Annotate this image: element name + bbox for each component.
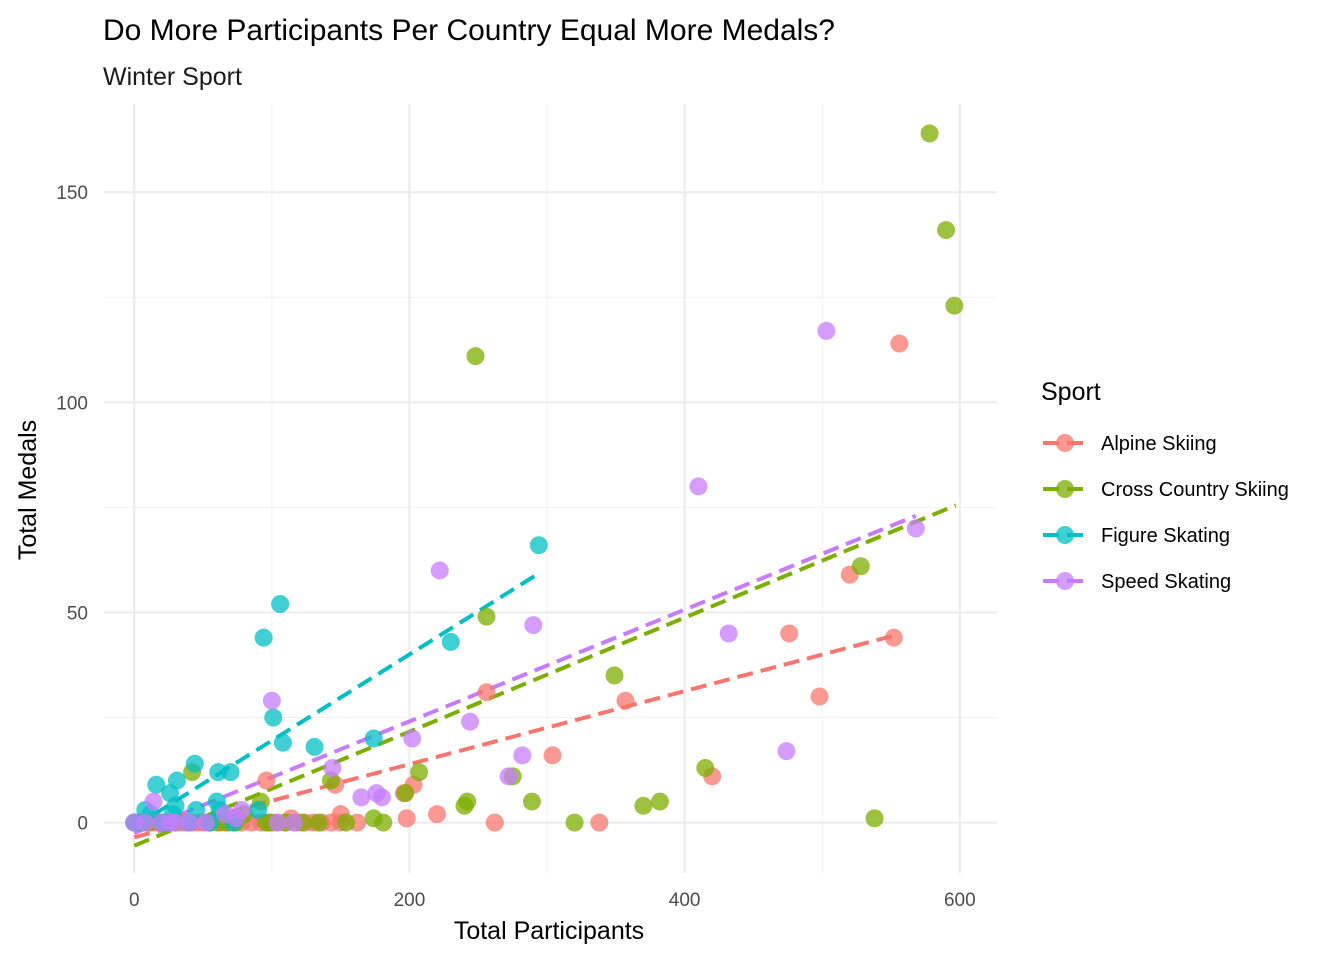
point-speed-skating (719, 624, 738, 643)
chart-subtitle: Winter Sport (103, 63, 242, 91)
point-cross-country-skiing (410, 763, 429, 782)
legend-label-speed-skating: Speed Skating (1101, 571, 1231, 593)
legend-label-figure-skating: Figure Skating (1101, 525, 1230, 547)
axis-ticks: 0 200 400 600 0 50 100 150 (56, 183, 975, 911)
point-speed-skating (180, 813, 199, 832)
point-figure-skating (221, 763, 240, 782)
point-figure-skating (273, 733, 292, 752)
point-figure-skating (364, 729, 383, 748)
chart-title: Do More Participants Per Country Equal M… (103, 14, 835, 47)
point-cross-country-skiing (920, 124, 939, 143)
point-figure-skating (209, 763, 228, 782)
point-speed-skating (196, 813, 215, 832)
point-figure-skating (166, 796, 185, 815)
legend-key-point-figure-skating (1056, 526, 1074, 544)
point-figure-skating (305, 737, 324, 756)
x-tick-label: 400 (669, 890, 701, 911)
point-alpine-skiing (485, 813, 504, 832)
point-figure-skating (147, 775, 166, 794)
legend: Sport Alpine Skiing Cross Country Skiing F… (1041, 378, 1289, 593)
point-cross-country-skiing (458, 792, 477, 811)
point-alpine-skiing (884, 628, 903, 647)
point-cross-country-skiing (851, 557, 870, 576)
point-speed-skating (906, 519, 925, 538)
y-axis-title: Total Medals (14, 420, 42, 560)
point-speed-skating (284, 813, 303, 832)
legend-title: Sport (1041, 378, 1101, 406)
point-alpine-skiing (616, 691, 635, 710)
y-tick-label: 150 (56, 183, 88, 204)
point-figure-skating (264, 708, 283, 727)
point-figure-skating (529, 536, 548, 555)
point-cross-country-skiing (634, 796, 653, 815)
x-tick-label: 600 (944, 890, 976, 911)
point-figure-skating (441, 632, 460, 651)
point-speed-skating (144, 792, 163, 811)
point-speed-skating (461, 712, 480, 731)
y-tick-label: 50 (67, 603, 88, 624)
point-speed-skating (323, 758, 342, 777)
point-cross-country-skiing (374, 813, 393, 832)
x-tick-label: 0 (129, 890, 140, 911)
point-speed-skating (262, 691, 281, 710)
legend-key-point-alpine-skiing (1056, 434, 1074, 452)
point-speed-skating (817, 321, 836, 340)
trend-line-speed-skating (133, 513, 917, 835)
legend-label-alpine-skiing: Alpine Skiing (1101, 433, 1217, 455)
point-cross-country-skiing (309, 813, 328, 832)
point-cross-country-skiing (650, 792, 669, 811)
point-speed-skating (232, 800, 251, 819)
legend-label-cross-country-skiing: Cross Country Skiing (1101, 479, 1289, 501)
point-cross-country-skiing (522, 792, 541, 811)
point-cross-country-skiing (696, 758, 715, 777)
point-figure-skating (185, 754, 204, 773)
point-cross-country-skiing (477, 607, 496, 626)
point-alpine-skiing (477, 683, 496, 702)
point-alpine-skiing (397, 809, 416, 828)
point-cross-country-skiing (337, 813, 356, 832)
point-alpine-skiing (890, 334, 909, 353)
data-points (125, 124, 964, 832)
point-speed-skating (689, 477, 708, 496)
point-alpine-skiing (590, 813, 609, 832)
point-alpine-skiing (257, 771, 276, 790)
trend-line-figure-skating (133, 570, 542, 829)
trend-line-cross-country-skiing (133, 503, 957, 848)
point-alpine-skiing (810, 687, 829, 706)
point-speed-skating (403, 729, 422, 748)
point-cross-country-skiing (605, 666, 624, 685)
point-speed-skating (268, 813, 287, 832)
point-cross-country-skiing (945, 296, 964, 315)
point-cross-country-skiing (396, 784, 415, 803)
point-speed-skating (430, 561, 449, 580)
point-speed-skating (166, 813, 185, 832)
point-cross-country-skiing (565, 813, 584, 832)
x-tick-label: 200 (394, 890, 426, 911)
point-cross-country-skiing (865, 809, 884, 828)
legend-key-point-cross-country-skiing (1056, 480, 1074, 498)
point-speed-skating (524, 616, 543, 635)
point-speed-skating (499, 767, 518, 786)
point-speed-skating (352, 788, 371, 807)
point-figure-skating (167, 771, 186, 790)
point-alpine-skiing (780, 624, 799, 643)
point-alpine-skiing (427, 805, 446, 824)
point-speed-skating (372, 788, 391, 807)
point-alpine-skiing (543, 746, 562, 765)
x-axis-title: Total Participants (454, 917, 644, 945)
point-cross-country-skiing (466, 347, 485, 366)
point-figure-skating (249, 800, 268, 819)
y-tick-label: 100 (56, 393, 88, 414)
point-cross-country-skiing (937, 221, 956, 240)
point-speed-skating (777, 742, 796, 761)
legend-key-point-speed-skating (1056, 572, 1074, 590)
y-tick-label: 0 (77, 814, 88, 835)
point-figure-skating (254, 628, 273, 647)
point-figure-skating (271, 595, 290, 614)
point-speed-skating (136, 813, 155, 832)
point-speed-skating (513, 746, 532, 765)
